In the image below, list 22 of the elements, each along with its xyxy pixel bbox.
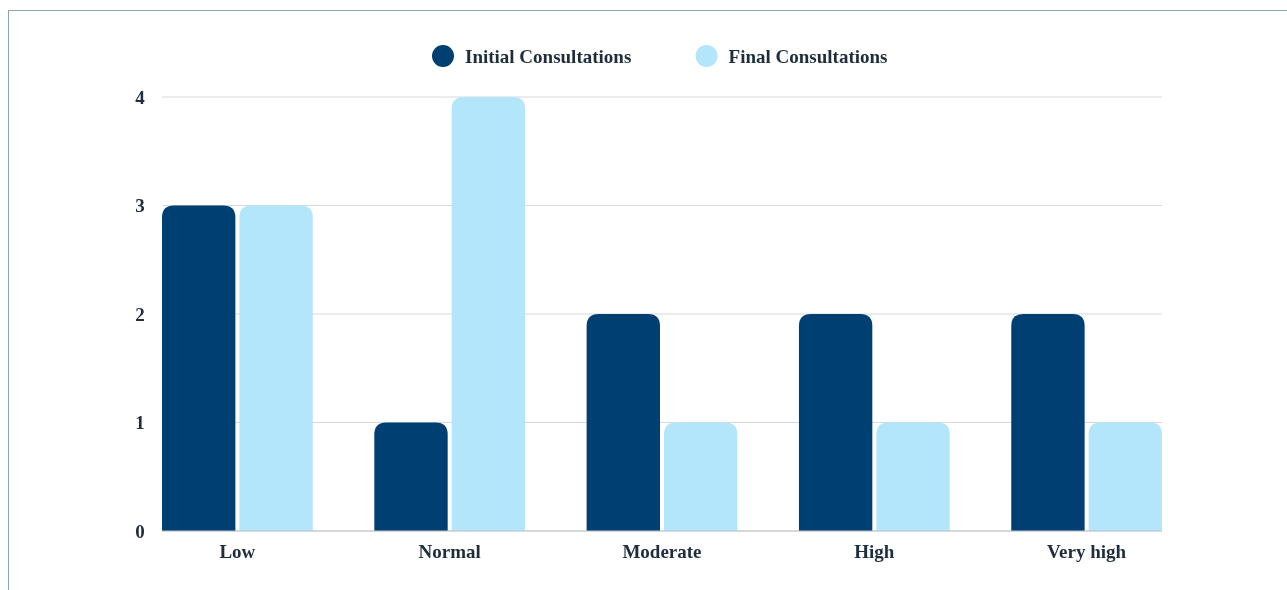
x-tick-label: Normal [418, 541, 481, 562]
x-tick-label: Low [219, 541, 256, 562]
bar [798, 314, 873, 531]
y-tick-label: 2 [135, 303, 145, 325]
x-tick-label: High [854, 541, 895, 562]
legend-label: Initial Consultations [465, 45, 632, 67]
y-tick-label: 4 [135, 86, 146, 108]
y-tick-label: 3 [135, 195, 145, 217]
y-tick-label: 0 [135, 520, 145, 542]
bar [1088, 422, 1162, 531]
bar [374, 422, 448, 531]
bar [451, 97, 526, 531]
bar [664, 422, 738, 531]
bar [239, 205, 313, 531]
x-tick-label: Very high [1047, 541, 1127, 562]
bar [162, 205, 236, 531]
bar [586, 314, 660, 531]
legend-label: Final Consultations [728, 45, 888, 67]
bar [1011, 314, 1085, 531]
x-tick-label: Moderate [622, 541, 702, 562]
y-tick-label: 1 [135, 412, 145, 434]
bar [876, 422, 950, 531]
